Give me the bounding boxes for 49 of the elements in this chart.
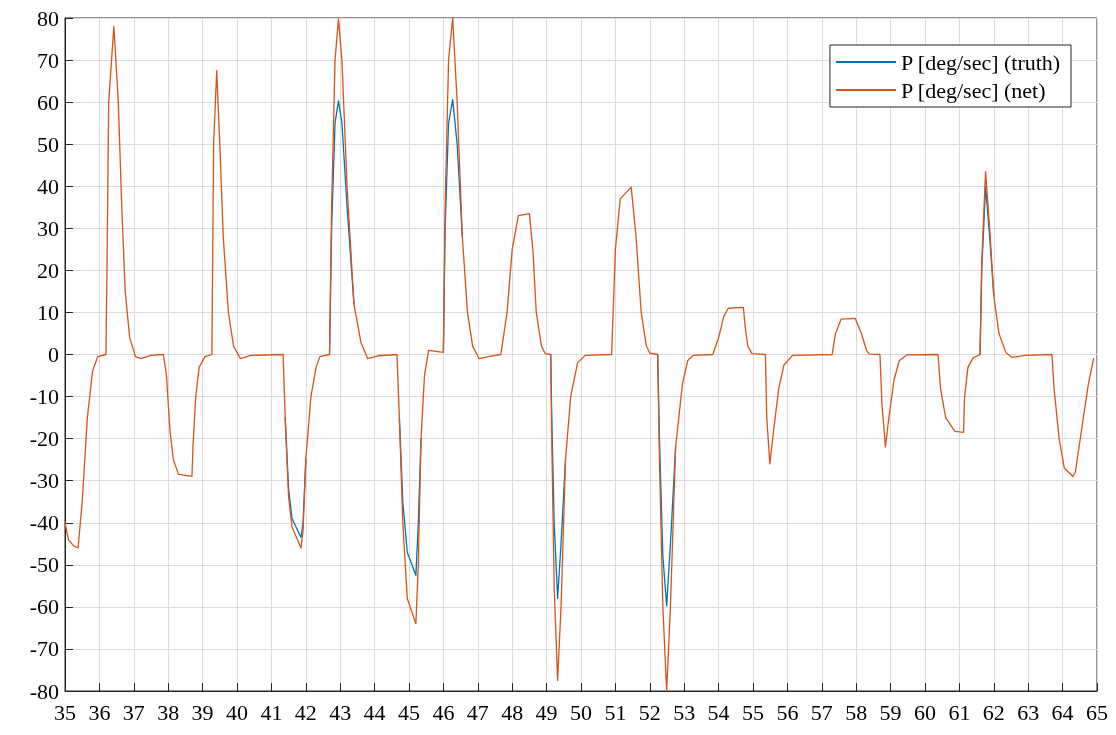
- x-tick-label: 47: [466, 699, 489, 725]
- x-tick-label: 59: [879, 699, 902, 725]
- x-tick-label: 62: [982, 699, 1005, 725]
- y-tick-label: 50: [37, 131, 59, 157]
- x-tick-label: 54: [707, 699, 730, 725]
- x-tick-label: 39: [191, 699, 214, 725]
- y-tick-label: 80: [37, 5, 59, 31]
- x-tick-label: 57: [810, 699, 833, 725]
- y-tick-label: 10: [37, 299, 59, 325]
- y-tick-label: -70: [29, 636, 59, 662]
- legend-label: P [deg/sec] (truth): [900, 49, 1061, 75]
- y-tick-label: -40: [29, 510, 59, 536]
- x-tick-label: 64: [1051, 699, 1074, 725]
- y-tick-label: 30: [37, 215, 59, 241]
- y-tick-label: -10: [29, 384, 59, 410]
- x-tick-label: 37: [122, 699, 145, 725]
- x-tick-label: 55: [742, 699, 764, 725]
- x-tick-label: 58: [845, 699, 868, 725]
- x-tick-label: 45: [398, 699, 420, 725]
- x-tick-label: 46: [432, 699, 455, 725]
- y-tick-label: 0: [48, 342, 59, 367]
- x-tick-label: 51: [604, 699, 627, 725]
- y-tick-label: 40: [37, 173, 59, 199]
- x-tick-label: 48: [501, 699, 524, 725]
- x-tick-label: 50: [570, 699, 592, 725]
- y-tick-label: 20: [37, 257, 59, 283]
- y-tick-label: -50: [29, 552, 59, 578]
- y-tick-label: 60: [37, 89, 59, 115]
- y-tick-label: -30: [29, 468, 59, 494]
- x-tick-label: 60: [914, 699, 936, 725]
- x-tick-label: 36: [88, 699, 111, 725]
- x-tick-label: 44: [363, 699, 386, 725]
- x-tick-label: 53: [673, 699, 696, 725]
- x-tick-label: 41: [260, 699, 283, 725]
- x-tick-label: 52: [638, 699, 661, 725]
- x-tick-label: 38: [157, 699, 180, 725]
- x-tick-label: 40: [226, 699, 248, 725]
- x-tick-label: 43: [329, 699, 352, 725]
- x-tick-label: 61: [948, 699, 971, 725]
- y-tick-label: -60: [29, 594, 59, 620]
- x-tick-label: 42: [294, 699, 317, 725]
- legend-label: P [deg/sec] (net): [900, 77, 1046, 103]
- x-tick-label: 56: [776, 699, 799, 725]
- x-tick-label: 63: [1017, 699, 1040, 725]
- x-tick-label: 49: [535, 699, 558, 725]
- y-tick-label: -20: [29, 426, 59, 452]
- y-tick-label: 70: [37, 47, 59, 73]
- line-series: [64, 17, 1095, 692]
- x-tick-label: 65: [1086, 699, 1108, 725]
